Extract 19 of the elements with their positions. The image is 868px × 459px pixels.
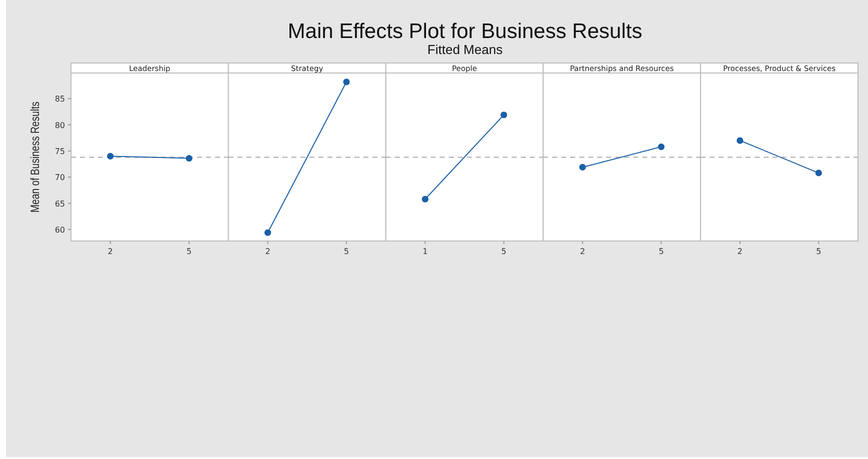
x-tick-label: 5 [816, 247, 822, 256]
text: Fitted Means [427, 42, 504, 57]
x-tick-label: 5 [658, 247, 664, 256]
x-tick-label: 5 [344, 247, 349, 256]
x-tick-label: 1 [422, 247, 428, 256]
x-tick-label: 5 [186, 247, 192, 256]
y-axis-title: Mean of Business Results [29, 101, 42, 212]
y-tick-label: 75 [54, 146, 65, 156]
x-tick-label: 2 [737, 247, 742, 256]
x-tick-label: 5 [501, 247, 506, 256]
y-tick-label: 65 [54, 199, 65, 208]
text: Main Effects Plot for Business Results [288, 20, 642, 43]
y-tick-label: 85 [54, 94, 65, 104]
x-tick-label: 2 [265, 247, 270, 256]
x-tick-label: 2 [580, 247, 586, 256]
y-tick-label: 70 [54, 173, 65, 182]
y-tick-label: 60 [54, 225, 65, 234]
y-tick-label: 80 [54, 120, 65, 130]
x-tick-label: 2 [108, 247, 113, 256]
